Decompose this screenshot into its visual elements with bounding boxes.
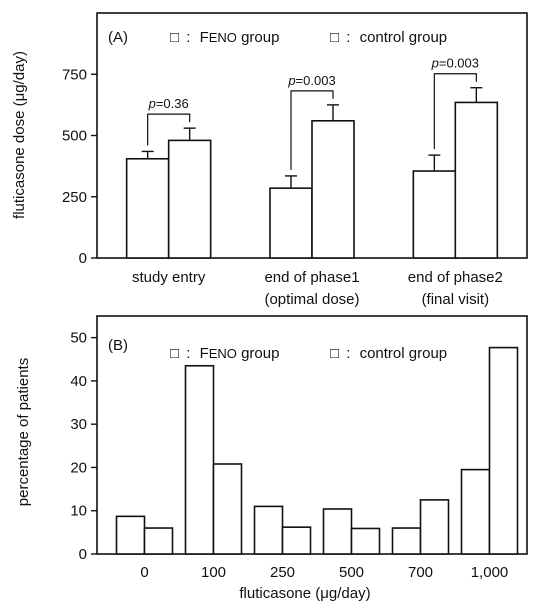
panel-b-label: (B): [108, 337, 128, 354]
panel-a-label: (A): [108, 29, 128, 46]
bar-feno: [391, 527, 422, 555]
panel-b: (B) □ : FENO group □ : control group per…: [15, 315, 528, 602]
y-tick-label: 0: [79, 250, 87, 267]
y-tick-label: 40: [70, 373, 87, 390]
bar-feno: [412, 170, 457, 259]
legend-feno-sub: ENO: [209, 30, 237, 45]
x-category-label: end of phase2: [408, 269, 503, 286]
y-tick-label: 750: [62, 66, 87, 83]
bar-control: [488, 346, 519, 555]
p-value-label: p=0.36: [148, 96, 189, 111]
bar-control: [143, 527, 174, 555]
bar-feno: [460, 468, 491, 555]
y-tick-label: 10: [70, 503, 87, 520]
bar-feno: [322, 508, 353, 555]
svg-text:□ : control gr: □ : control group: [330, 345, 447, 362]
bar-control: [167, 139, 212, 259]
y-tick-label: 20: [70, 459, 87, 476]
bar-control: [454, 101, 499, 259]
legend-control-symbol: □: [330, 345, 339, 362]
legend-feno-suffix: group: [237, 29, 280, 46]
legend-control-sep: :: [346, 345, 350, 362]
y-tick-label: 500: [62, 128, 87, 145]
significance-bracket: [290, 90, 334, 170]
legend-feno-sep: :: [186, 345, 190, 362]
bar-feno: [115, 515, 146, 555]
bar-control: [311, 120, 355, 259]
y-tick-label: 250: [62, 189, 87, 206]
legend-feno-suffix: group: [237, 345, 280, 362]
panel-a-ylabel: fluticasone dose (μg/day): [11, 51, 28, 219]
p-value-label: p=0.003: [431, 56, 479, 71]
panel-a-legend: □ : FENO group □ : control group: [170, 29, 447, 46]
bar-feno: [269, 187, 313, 259]
y-tick-label: 30: [70, 416, 87, 433]
x-category-label: (final visit): [422, 291, 490, 308]
bar-feno: [125, 157, 170, 259]
legend-control-name: control group: [360, 345, 448, 362]
bar-control: [419, 499, 450, 555]
p-value-label: p=0.003: [287, 73, 335, 88]
x-category-label: 500: [339, 564, 364, 581]
x-category-label: 0: [140, 564, 148, 581]
panel-b-legend: □ : FENO group □ : control group: [170, 345, 447, 362]
panel-a: (A) □ : FENO group □ : control group flu…: [11, 12, 528, 308]
x-category-label: 700: [408, 564, 433, 581]
significance-bracket: [147, 113, 191, 146]
legend-feno-name: F: [200, 29, 209, 46]
y-tick-label: 0: [79, 546, 87, 563]
x-category-label: study entry: [132, 269, 206, 286]
x-category-label: 1,000: [471, 564, 509, 581]
svg-text:□ : control gr: □ : control group: [330, 29, 447, 46]
bar-feno: [253, 505, 284, 555]
bar-control: [281, 526, 312, 555]
x-category-label: 250: [270, 564, 295, 581]
panel-b-xlabel: fluticasone (μg/day): [239, 585, 370, 602]
x-category-label: (optimal dose): [264, 291, 359, 308]
legend-control-name: control group: [360, 29, 448, 46]
legend-feno-symbol: □: [170, 29, 179, 46]
bar-control: [350, 527, 381, 555]
legend-feno-name: F: [200, 345, 209, 362]
bar-control: [212, 463, 243, 555]
legend-control-symbol: □: [330, 29, 339, 46]
svg-text:□ : FENO group: □ : FENO group: [170, 345, 279, 362]
x-category-label: 100: [201, 564, 226, 581]
panel-b-ylabel: percentage of patients: [15, 358, 32, 506]
panel-b-frame: [96, 315, 528, 555]
legend-feno-symbol: □: [170, 345, 179, 362]
bar-feno: [184, 364, 215, 555]
svg-text:□ : FENO group: □ : FENO group: [170, 29, 279, 46]
legend-control-sep: :: [346, 29, 350, 46]
x-category-label: end of phase1: [264, 269, 359, 286]
legend-feno-sub: ENO: [209, 346, 237, 361]
significance-bracket: [433, 73, 477, 150]
y-tick-label: 50: [70, 330, 87, 347]
legend-feno-sep: :: [186, 29, 190, 46]
